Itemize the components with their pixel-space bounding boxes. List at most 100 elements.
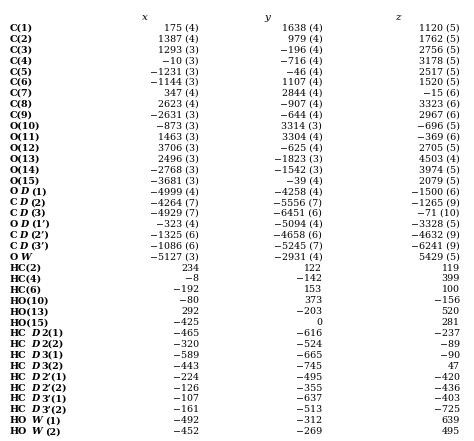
Text: −725: −725 <box>434 405 460 415</box>
Text: D: D <box>31 362 39 371</box>
Text: −644 (4): −644 (4) <box>280 111 322 120</box>
Text: (3’): (3’) <box>30 242 49 250</box>
Text: −625 (4): −625 (4) <box>280 143 322 153</box>
Text: O(15): O(15) <box>9 176 40 185</box>
Text: z: z <box>395 12 401 22</box>
Text: C(9): C(9) <box>9 111 33 120</box>
Text: D: D <box>19 242 27 250</box>
Text: 3(1): 3(1) <box>41 351 64 360</box>
Text: HC: HC <box>9 384 26 392</box>
Text: −46 (4): −46 (4) <box>286 67 322 76</box>
Text: 979 (4): 979 (4) <box>288 34 322 43</box>
Text: C: C <box>9 231 17 240</box>
Text: 3’(1): 3’(1) <box>41 394 67 404</box>
Text: 1120 (5): 1120 (5) <box>419 23 460 33</box>
Text: −126: −126 <box>173 384 199 392</box>
Text: −8: −8 <box>185 274 199 284</box>
Text: 399: 399 <box>441 274 460 284</box>
Text: (1): (1) <box>31 187 46 196</box>
Text: C: C <box>9 242 17 250</box>
Text: C(7): C(7) <box>9 89 33 98</box>
Text: y: y <box>265 12 271 22</box>
Text: O(13): O(13) <box>9 154 40 163</box>
Text: −1500 (6): −1500 (6) <box>411 187 460 196</box>
Text: −196 (4): −196 (4) <box>280 45 322 54</box>
Text: −203: −203 <box>296 307 322 316</box>
Text: D: D <box>31 373 39 381</box>
Text: −312: −312 <box>296 416 322 425</box>
Text: −589: −589 <box>173 351 199 360</box>
Text: HC: HC <box>9 394 26 404</box>
Text: O(10): O(10) <box>9 122 40 131</box>
Text: −3681 (3): −3681 (3) <box>150 176 199 185</box>
Text: −355: −355 <box>296 384 322 392</box>
Text: D: D <box>19 209 27 218</box>
Text: −4264 (7): −4264 (7) <box>150 198 199 207</box>
Text: x: x <box>142 12 147 22</box>
Text: 2705 (5): 2705 (5) <box>419 143 460 153</box>
Text: −492: −492 <box>173 416 199 425</box>
Text: (1): (1) <box>46 416 61 425</box>
Text: −665: −665 <box>296 351 322 360</box>
Text: 292: 292 <box>181 307 199 316</box>
Text: −420: −420 <box>434 373 460 381</box>
Text: 175 (4): 175 (4) <box>164 23 199 33</box>
Text: −4632 (9): −4632 (9) <box>411 231 460 240</box>
Text: O(11): O(11) <box>9 133 40 142</box>
Text: 2967 (6): 2967 (6) <box>419 111 460 120</box>
Text: W: W <box>20 253 31 262</box>
Text: −10 (3): −10 (3) <box>163 56 199 65</box>
Text: 3304 (4): 3304 (4) <box>282 133 322 142</box>
Text: −323 (4): −323 (4) <box>156 220 199 229</box>
Text: −71 (10): −71 (10) <box>417 209 460 218</box>
Text: D: D <box>19 231 27 240</box>
Text: 3’(2): 3’(2) <box>41 405 67 415</box>
Text: D: D <box>20 220 28 229</box>
Text: −269: −269 <box>296 427 322 436</box>
Text: 122: 122 <box>304 264 322 273</box>
Text: 2496 (3): 2496 (3) <box>158 154 199 163</box>
Text: −2631 (3): −2631 (3) <box>150 111 199 120</box>
Text: O(12): O(12) <box>9 143 40 153</box>
Text: HO(10): HO(10) <box>9 296 49 305</box>
Text: 5429 (5): 5429 (5) <box>419 253 460 262</box>
Text: HC: HC <box>9 329 26 338</box>
Text: −716 (4): −716 (4) <box>280 56 322 65</box>
Text: 1520 (5): 1520 (5) <box>419 78 460 87</box>
Text: −6241 (9): −6241 (9) <box>411 242 460 250</box>
Text: D: D <box>31 340 39 349</box>
Text: 2756 (5): 2756 (5) <box>419 45 460 54</box>
Text: 373: 373 <box>304 296 322 305</box>
Text: D: D <box>31 329 39 338</box>
Text: 1107 (4): 1107 (4) <box>282 78 322 87</box>
Text: W: W <box>32 427 42 436</box>
Text: 1387 (4): 1387 (4) <box>158 34 199 43</box>
Text: C: C <box>9 209 17 218</box>
Text: 2(1): 2(1) <box>41 329 64 338</box>
Text: −443: −443 <box>173 362 199 371</box>
Text: HO(15): HO(15) <box>9 318 49 327</box>
Text: −4999 (4): −4999 (4) <box>150 187 199 196</box>
Text: 4503 (4): 4503 (4) <box>419 154 460 163</box>
Text: −39 (4): −39 (4) <box>285 176 322 185</box>
Text: −452: −452 <box>173 427 199 436</box>
Text: −90: −90 <box>440 351 460 360</box>
Text: C(1): C(1) <box>9 23 33 33</box>
Text: 3706 (3): 3706 (3) <box>158 143 199 153</box>
Text: HO(13): HO(13) <box>9 307 49 316</box>
Text: O: O <box>9 253 18 262</box>
Text: −513: −513 <box>296 405 322 415</box>
Text: 234: 234 <box>181 264 199 273</box>
Text: −4258 (4): −4258 (4) <box>273 187 322 196</box>
Text: C(8): C(8) <box>9 100 33 109</box>
Text: −1823 (3): −1823 (3) <box>273 154 322 163</box>
Text: (2): (2) <box>46 427 61 436</box>
Text: −5127 (3): −5127 (3) <box>150 253 199 262</box>
Text: 0: 0 <box>316 318 322 327</box>
Text: −5245 (7): −5245 (7) <box>273 242 322 250</box>
Text: 153: 153 <box>304 285 322 294</box>
Text: −696 (5): −696 (5) <box>417 122 460 131</box>
Text: HC(2): HC(2) <box>9 264 42 273</box>
Text: (1’): (1’) <box>31 220 50 229</box>
Text: −224: −224 <box>173 373 199 381</box>
